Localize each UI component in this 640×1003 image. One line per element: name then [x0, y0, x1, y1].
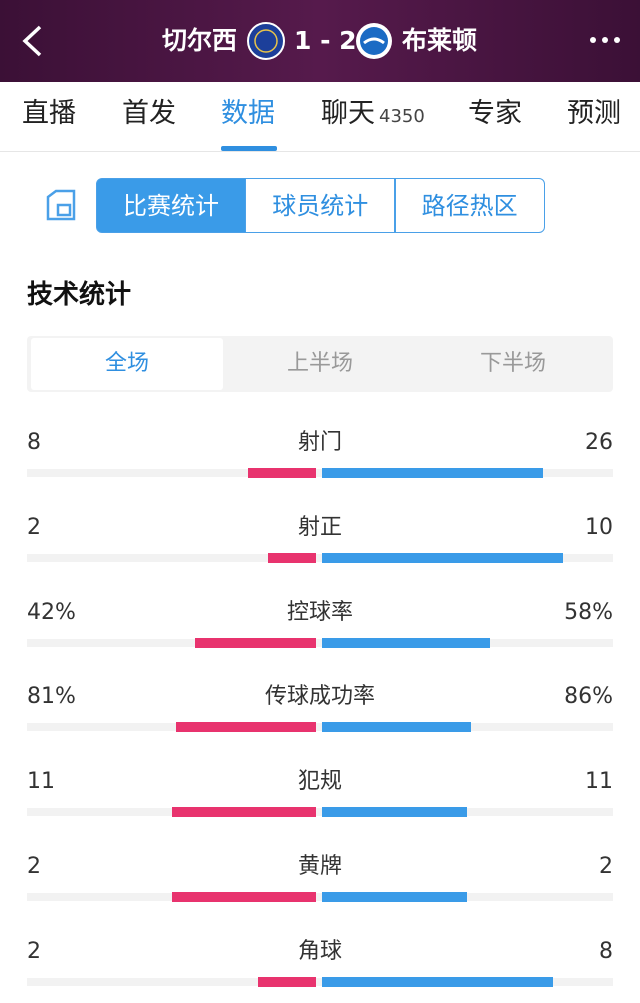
- bar-track: [27, 723, 613, 732]
- stat-away-value: 8: [599, 938, 613, 964]
- stat-home-value: 2: [27, 514, 41, 540]
- stat-label: 控球率: [286, 599, 353, 625]
- home-logo: [247, 22, 285, 60]
- home-bar: [171, 807, 316, 818]
- score: 1 - 2: [294, 26, 357, 55]
- away-team: 布莱顿: [402, 26, 478, 55]
- stat-label: 传球成功率: [264, 684, 375, 710]
- period-tab[interactable]: 上半场: [286, 351, 353, 376]
- segment[interactable]: 球员统计: [245, 178, 396, 233]
- bar-track: [27, 977, 613, 986]
- away-bar: [322, 637, 490, 648]
- home-bar: [194, 637, 316, 648]
- stat-home-value: 11: [27, 769, 55, 795]
- away-bar: [322, 807, 467, 818]
- away-bar: [322, 722, 471, 733]
- tab[interactable]: 预测: [567, 98, 621, 129]
- tab-count: 4350: [379, 106, 425, 127]
- stat-label: 黄牌: [297, 854, 342, 879]
- stat-away-value: 86%: [564, 684, 613, 710]
- home-bar: [175, 722, 316, 733]
- back-button[interactable]: [20, 24, 44, 58]
- away-bar: [322, 552, 563, 563]
- stat-home-value: 2: [27, 938, 41, 964]
- divider: [0, 151, 640, 152]
- bar-track: [27, 553, 613, 562]
- segment[interactable]: 比赛统计: [96, 178, 246, 233]
- stat-label: 角球: [297, 938, 342, 964]
- top-bar: 切尔西 1 - 2 布莱顿: [0, 0, 640, 82]
- home-bar: [267, 552, 316, 563]
- stat-label: 犯规: [297, 769, 342, 795]
- stat-away-value: 10: [585, 514, 613, 540]
- bar-track: [27, 893, 613, 901]
- period-tab[interactable]: 下半场: [479, 351, 546, 376]
- stat-home-value: 81%: [27, 684, 76, 710]
- tab[interactable]: 聊天 4350: [321, 98, 425, 129]
- tab[interactable]: 首发: [122, 98, 176, 129]
- tab-underline: [221, 146, 277, 151]
- tab[interactable]: 数据: [221, 98, 275, 129]
- home-bar: [258, 976, 316, 987]
- stat-away-value: 2: [599, 854, 613, 879]
- away-bar: [322, 892, 467, 902]
- stat-away-value: 11: [585, 769, 613, 795]
- away-bar: [322, 976, 554, 987]
- tab[interactable]: 专家: [468, 98, 522, 129]
- bar-track: [27, 469, 613, 477]
- more-button[interactable]: [588, 34, 624, 46]
- home-team: 切尔西: [162, 26, 238, 55]
- bar-track: [27, 808, 613, 817]
- away-bar: [322, 468, 543, 478]
- share-icon[interactable]: [44, 187, 78, 223]
- segment[interactable]: 路径热区: [394, 178, 545, 233]
- stat-home-value: 42%: [27, 599, 76, 625]
- stat-home-value: 8: [27, 430, 41, 455]
- bar-track: [27, 638, 613, 647]
- stat-away-value: 26: [585, 430, 613, 455]
- tab[interactable]: 直播: [22, 98, 76, 129]
- home-bar: [248, 468, 316, 478]
- stat-home-value: 2: [27, 854, 41, 879]
- stat-label: 射门: [297, 430, 342, 455]
- away-logo: [356, 23, 392, 59]
- home-bar: [171, 892, 316, 902]
- stat-label: 射正: [297, 514, 342, 540]
- period-tab[interactable]: 全场: [31, 338, 223, 390]
- stat-away-value: 58%: [564, 599, 613, 625]
- section-title: 技术统计: [27, 280, 132, 310]
